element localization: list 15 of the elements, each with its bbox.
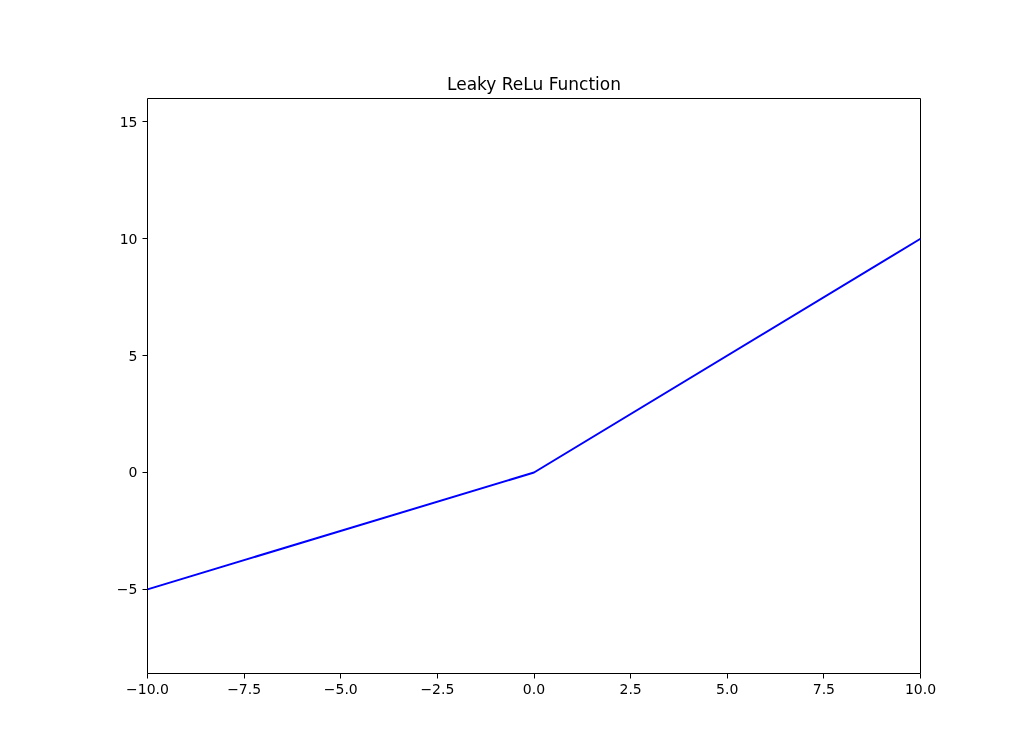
chart-title: Leaky ReLu Function [447,73,621,94]
x-tick-label: 7.5 [812,680,836,697]
x-tick-label: 10.0 [904,680,937,697]
y-tick-label: 0 [128,464,138,481]
x-tick-label: −2.5 [420,680,455,697]
x-tick-label: 5.0 [716,680,739,697]
x-tick-label: −7.5 [227,680,262,697]
x-tick-label: 2.5 [619,680,642,697]
y-tick-label: 15 [119,113,138,130]
y-tick-label: 5 [128,347,138,364]
y-tick-label: 10 [119,230,138,247]
x-tick-label: −5.0 [323,680,358,697]
x-tick-label: −10.0 [126,680,169,697]
y-tick-label: −5 [116,581,138,598]
x-tick-label: 0.0 [522,680,546,697]
